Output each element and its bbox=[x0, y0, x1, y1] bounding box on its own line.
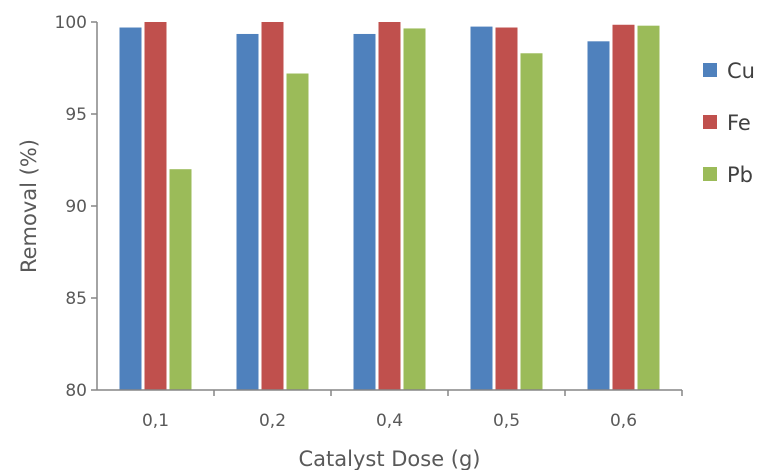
x-tick-label: 0,6 bbox=[610, 411, 637, 431]
bar-pb-2 bbox=[286, 73, 309, 391]
legend-swatch-pb bbox=[703, 167, 717, 181]
legend-label-pb: Pb bbox=[727, 163, 753, 187]
bar-cu-1 bbox=[119, 27, 142, 391]
y-axis-ticks: 80 85 90 95 100 bbox=[55, 13, 97, 401]
bar-pb-1 bbox=[169, 169, 192, 390]
y-tick-label: 95 bbox=[65, 105, 87, 125]
x-tick-label: 0,2 bbox=[259, 411, 286, 431]
x-tick-label: 0,1 bbox=[142, 411, 169, 431]
legend: Cu Fe Pb bbox=[703, 59, 755, 187]
bar-pb-3 bbox=[403, 28, 426, 390]
bar-cu-4 bbox=[470, 26, 493, 390]
bar-cu-2 bbox=[236, 33, 259, 391]
bar-fe-4 bbox=[495, 27, 518, 391]
bar-fe-5 bbox=[612, 24, 635, 390]
bar-pb-4 bbox=[520, 53, 543, 390]
legend-label-cu: Cu bbox=[727, 59, 755, 83]
bar-pb-5 bbox=[637, 25, 660, 391]
y-tick-label: 90 bbox=[65, 197, 87, 217]
x-axis-title: Catalyst Dose (g) bbox=[298, 447, 480, 470]
bar-fe-3 bbox=[378, 22, 401, 390]
x-tick-label: 0,5 bbox=[493, 411, 520, 431]
x-axis-ticks: 0,1 0,2 0,4 0,5 0,6 bbox=[142, 390, 683, 431]
bar-cu-5 bbox=[587, 41, 610, 390]
y-tick-label: 80 bbox=[65, 381, 87, 401]
bar-fe-2 bbox=[261, 22, 284, 390]
y-tick-label: 100 bbox=[55, 13, 87, 33]
bar-cu-3 bbox=[353, 33, 376, 391]
legend-swatch-cu bbox=[703, 63, 717, 77]
legend-swatch-fe bbox=[703, 115, 717, 129]
x-tick-label: 0,4 bbox=[376, 411, 403, 431]
legend-label-fe: Fe bbox=[727, 111, 751, 135]
bars bbox=[119, 22, 660, 391]
y-axis-title: Removal (%) bbox=[17, 139, 41, 273]
bar-fe-1 bbox=[144, 22, 167, 390]
y-tick-label: 85 bbox=[65, 289, 87, 309]
